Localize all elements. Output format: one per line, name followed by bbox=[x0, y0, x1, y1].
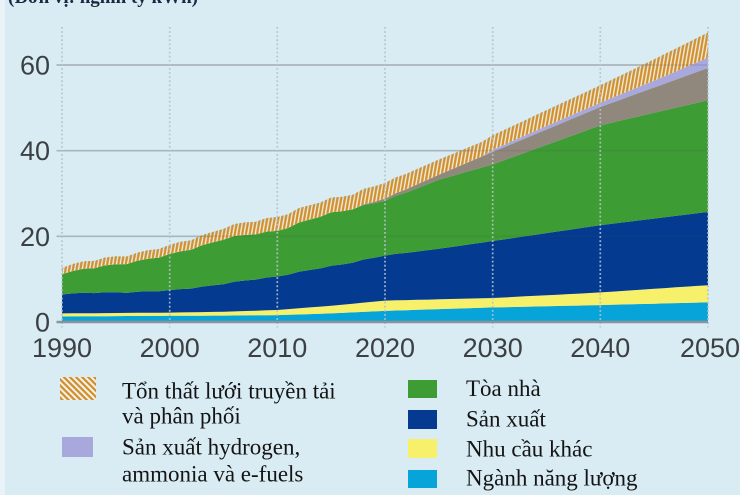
svg-text:Tòa nhà: Tòa nhà bbox=[466, 376, 541, 401]
svg-text:2010: 2010 bbox=[247, 333, 307, 363]
svg-text:2040: 2040 bbox=[570, 333, 630, 363]
svg-text:2050: 2050 bbox=[680, 333, 740, 363]
svg-text:Ngành năng lượng: Ngành năng lượng bbox=[466, 466, 638, 491]
svg-text:0: 0 bbox=[35, 308, 50, 338]
svg-text:2030: 2030 bbox=[463, 333, 523, 363]
svg-text:ammonia và e-fuels: ammonia và e-fuels bbox=[122, 462, 303, 487]
svg-text:40: 40 bbox=[20, 136, 50, 166]
svg-text:và phân phối: và phân phối bbox=[122, 404, 241, 429]
svg-text:(Đơn vị: nghìn tỷ kWh): (Đơn vị: nghìn tỷ kWh) bbox=[8, 0, 198, 8]
svg-text:Sản xuất: Sản xuất bbox=[466, 407, 546, 432]
svg-text:2000: 2000 bbox=[140, 333, 200, 363]
svg-text:20: 20 bbox=[20, 222, 50, 252]
svg-text:2020: 2020 bbox=[355, 333, 415, 363]
svg-text:Tổn thất lưới truyền tải: Tổn thất lưới truyền tải bbox=[122, 379, 336, 404]
svg-text:Nhu cầu khác: Nhu cầu khác bbox=[466, 437, 592, 462]
svg-text:60: 60 bbox=[20, 51, 50, 81]
svg-text:1990: 1990 bbox=[32, 333, 92, 363]
svg-text:Sản xuất hydrogen,: Sản xuất hydrogen, bbox=[122, 435, 300, 460]
